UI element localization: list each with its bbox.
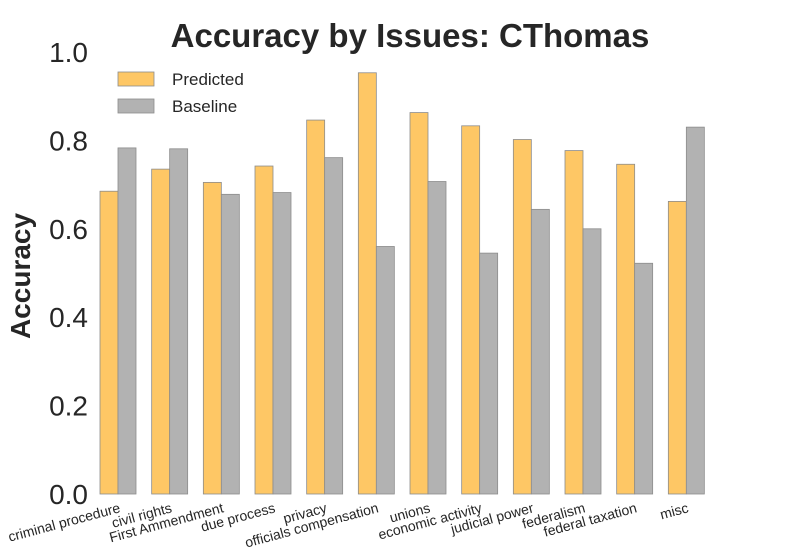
y-axis-ticks: 0.0 0.2 0.4 0.6 0.8 1.0	[49, 37, 88, 510]
legend-label-0: Predicted	[172, 70, 244, 89]
y-axis-label: Accuracy	[5, 213, 36, 340]
predicted-bar-3	[254, 165, 274, 495]
predicted-bar-9	[564, 150, 584, 495]
predicted-bar-8	[512, 139, 532, 495]
baseline-bar-5	[375, 246, 395, 495]
predicted-bar-0	[99, 190, 119, 495]
baseline-bar-8	[530, 208, 550, 495]
legend-swatch-0	[117, 71, 155, 87]
predicted-bar-10	[616, 163, 636, 495]
predicted-bar-11	[667, 200, 687, 495]
baseline-bar-11	[685, 126, 705, 495]
y-tick-label: 0.6	[49, 214, 88, 245]
bars-group	[99, 72, 705, 495]
baseline-bar-1	[169, 148, 189, 495]
legend-label-1: Baseline	[172, 97, 237, 116]
y-tick-label: 0.4	[49, 302, 88, 333]
y-tick-label: 0.2	[49, 391, 88, 422]
predicted-bar-4	[306, 119, 326, 495]
baseline-bar-0	[117, 147, 137, 495]
baseline-bar-3	[272, 192, 292, 495]
predicted-bar-6	[409, 112, 429, 495]
legend: Predicted Baseline	[117, 70, 244, 116]
baseline-bar-9	[582, 228, 602, 495]
y-tick-label: 1.0	[49, 37, 88, 68]
y-tick-label: 0.8	[49, 125, 88, 156]
x-tick-label-11: misc	[658, 499, 690, 522]
predicted-bar-2	[202, 181, 222, 495]
predicted-bar-7	[461, 125, 481, 495]
baseline-bar-2	[220, 193, 240, 495]
chart-title: Accuracy by Issues: CThomas	[171, 17, 650, 54]
baseline-bar-6	[427, 181, 447, 495]
y-tick-label: 0.0	[49, 479, 88, 510]
legend-swatch-1	[117, 98, 155, 114]
baseline-bar-4	[324, 157, 344, 495]
baseline-bar-10	[634, 262, 654, 495]
predicted-bar-5	[357, 72, 377, 495]
predicted-bar-1	[151, 168, 171, 495]
baseline-bar-7	[479, 252, 499, 495]
